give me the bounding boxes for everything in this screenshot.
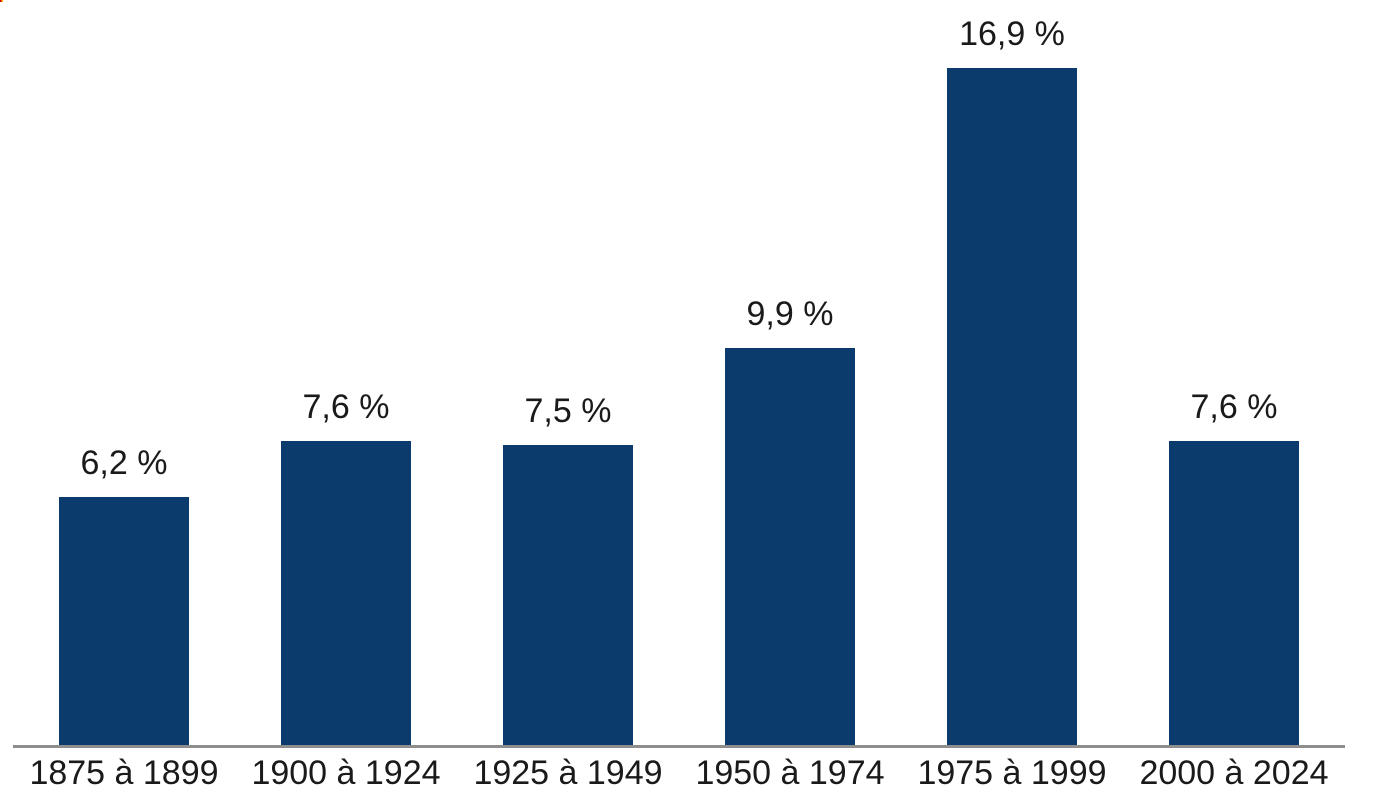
x-axis-tick-label: 1875 à 1899 xyxy=(29,754,219,792)
bar-value-label: 7,6 % xyxy=(302,387,390,426)
bar-value-label: 7,6 % xyxy=(1190,387,1278,426)
x-axis-tick-label: 1925 à 1949 xyxy=(473,754,663,792)
bar-group: 16,9 % xyxy=(901,15,1123,745)
bar xyxy=(725,348,855,745)
corner-artifact xyxy=(0,0,3,2)
bar xyxy=(947,68,1077,745)
x-axis-tick-label: 1950 à 1974 xyxy=(695,754,885,792)
bar xyxy=(1169,441,1299,745)
x-axis-line xyxy=(13,745,1345,748)
x-axis-labels: 1875 à 1899 1900 à 1924 1925 à 1949 1950 à … xyxy=(13,754,1345,793)
x-axis-tick-label: 1900 à 1924 xyxy=(251,754,441,792)
bar xyxy=(281,441,411,745)
bar-value-label: 9,9 % xyxy=(746,294,834,333)
bar-group: 7,6 % xyxy=(1123,388,1345,745)
x-axis-tick-label: 1975 à 1999 xyxy=(917,754,1107,792)
bar xyxy=(503,445,633,745)
bar-value-label: 7,5 % xyxy=(524,391,612,430)
plot-area: 6,2 % 7,6 % 7,5 % 9,9 % 16,9 % 7,6 % xyxy=(13,0,1345,745)
bar-group: 7,5 % xyxy=(457,392,679,745)
bar-group: 6,2 % xyxy=(13,444,235,745)
x-axis-tick-label: 2000 à 2024 xyxy=(1139,754,1329,792)
bar-value-label: 6,2 % xyxy=(80,443,168,482)
bar xyxy=(59,497,189,745)
bar-value-label: 16,9 % xyxy=(959,14,1065,53)
bar-group: 9,9 % xyxy=(679,295,901,745)
bar-group: 7,6 % xyxy=(235,388,457,745)
